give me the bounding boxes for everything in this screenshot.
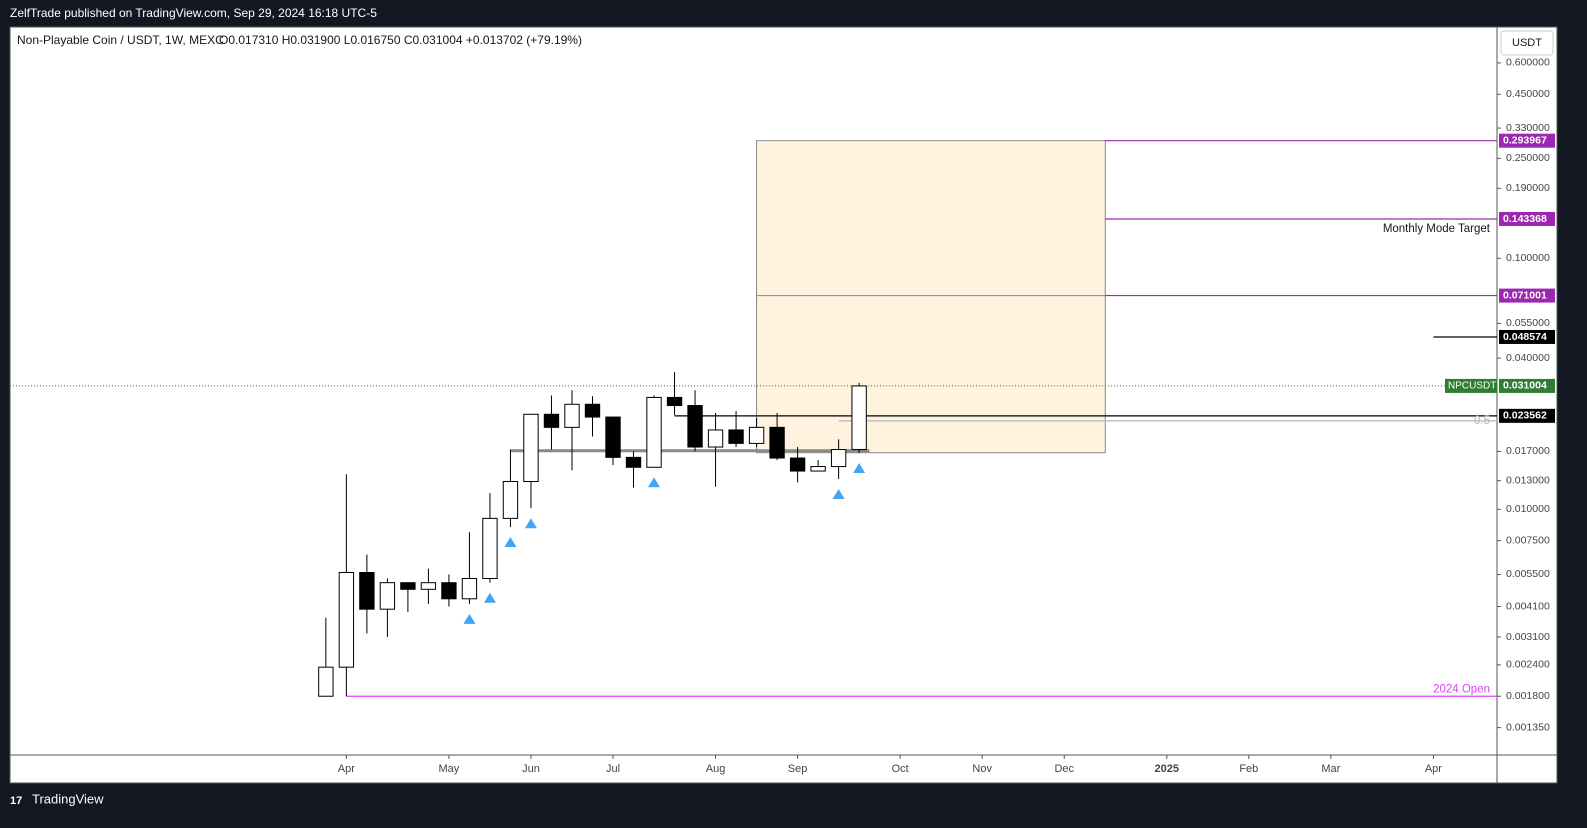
level-tag-label: 0.071001 — [1503, 289, 1547, 301]
candle-body — [605, 416, 621, 458]
y-tick-label: 0.002400 — [1506, 659, 1550, 671]
candle-body — [359, 571, 375, 610]
x-tick-label: Aug — [706, 763, 726, 775]
signal-triangle — [483, 592, 496, 603]
candle-body — [523, 413, 539, 483]
candle-body — [482, 517, 498, 579]
candle-body — [769, 426, 785, 459]
plot: Monthly Mode Target 0.5 2024 Open — [10, 140, 1497, 697]
level-tag — [1499, 211, 1555, 226]
x-tick-label: Sep — [788, 763, 808, 775]
candle-body — [707, 429, 724, 448]
candle-body — [646, 396, 662, 468]
candle-body — [461, 577, 478, 600]
y-tick-label: 0.013000 — [1506, 474, 1550, 486]
level-tag — [1499, 408, 1555, 423]
symbol-tag — [1445, 378, 1497, 393]
x-tick-label: Feb — [1239, 763, 1258, 775]
last-price-tag-label: 0.031004 — [1503, 380, 1547, 392]
level-tag-label: 0.143368 — [1503, 213, 1547, 225]
level-tag — [1499, 288, 1555, 303]
candle-body — [789, 457, 806, 472]
currency-box[interactable] — [1500, 30, 1554, 56]
y-tick-label: 0.055000 — [1506, 317, 1550, 329]
x-tick-label: Oct — [892, 763, 909, 775]
y-tick-label: 0.005500 — [1506, 568, 1550, 580]
x-tick-label: Mar — [1321, 763, 1340, 775]
signal-triangle — [853, 463, 866, 474]
level-tag-label: 0.293967 — [1503, 134, 1547, 146]
y-tick-label: 0.100000 — [1506, 252, 1550, 264]
x-tick-label: Apr — [1425, 763, 1442, 775]
candle-body — [400, 582, 416, 590]
candle-body — [318, 666, 334, 697]
candle-body — [379, 582, 396, 610]
x-tick-label: Apr — [338, 763, 355, 775]
axes: 0.600000 0.450000 0.330000 0.250000 0.190000… — [338, 57, 1555, 775]
y-tick-label: 0.017000 — [1506, 445, 1550, 457]
header: ZelfTrade published on TradingView.com, … — [10, 6, 377, 20]
signal-triangle — [524, 518, 537, 529]
signal-triangle — [463, 613, 476, 624]
signal-triangle — [832, 489, 845, 500]
candle-body — [338, 571, 355, 668]
x-tick-label: May — [439, 763, 460, 775]
x-tick-label: Jun — [522, 763, 540, 775]
signal-triangle — [504, 537, 517, 548]
target-box — [756, 140, 1106, 454]
candle-body — [441, 582, 457, 600]
y-tick-label: 0.450000 — [1506, 88, 1550, 100]
last-price-tag — [1499, 378, 1555, 393]
level-tag-label: 0.023562 — [1503, 410, 1547, 422]
x-tick-label: 2025 — [1155, 763, 1179, 775]
candle-body — [748, 426, 765, 444]
y-tick-label: 0.007500 — [1506, 534, 1550, 546]
logo: 17 — [10, 795, 22, 807]
candle-body — [687, 405, 703, 448]
candle-body — [564, 403, 580, 428]
currency[interactable]: USDT — [1512, 37, 1542, 49]
signal-triangle — [648, 477, 661, 488]
chart-title: Non-Playable Coin / USDT, 1W, MEXC — [17, 33, 224, 47]
candle-body — [830, 449, 847, 468]
level-tag-label: 0.048574 — [1503, 331, 1547, 343]
candle-body — [543, 413, 560, 428]
level-text: 0.5 — [1474, 415, 1490, 427]
y-tick-label: 0.003100 — [1506, 631, 1550, 643]
level-text: Monthly Mode Target — [1383, 223, 1491, 235]
candle-body — [502, 481, 519, 519]
y-tick-label: 0.004100 — [1506, 600, 1550, 612]
candle-body — [666, 396, 683, 407]
x-tick-label: Dec — [1054, 763, 1074, 775]
level-tag — [1499, 133, 1555, 148]
level-tag — [1499, 329, 1555, 344]
candle-body — [625, 456, 642, 468]
x-tick-label: Jul — [606, 763, 620, 775]
candle-body — [728, 429, 744, 444]
y-tick-label: 0.190000 — [1506, 182, 1550, 194]
y-tick-label: 0.250000 — [1506, 152, 1550, 164]
candle-body — [810, 466, 826, 472]
x-tick-label: Nov — [972, 763, 992, 775]
footer: TradingView — [32, 791, 104, 806]
y-tick-label: 0.330000 — [1506, 122, 1550, 134]
level-text: 2024 Open — [1433, 683, 1490, 695]
symbol-tag-label: NPCUSDT — [1448, 381, 1496, 392]
y-tick-label: 0.001350 — [1506, 721, 1550, 733]
candle-body — [420, 582, 437, 590]
y-tick-label: 0.600000 — [1506, 57, 1550, 69]
y-tick-label: 0.001800 — [1506, 690, 1550, 702]
candle-body — [851, 385, 867, 450]
ohlc-legend: O0.017310 H0.031900 L0.016750 C0.031004 … — [219, 33, 582, 47]
y-tick-label: 0.040000 — [1506, 352, 1550, 364]
candle-body — [584, 403, 601, 418]
y-tick-label: 0.010000 — [1506, 503, 1550, 515]
